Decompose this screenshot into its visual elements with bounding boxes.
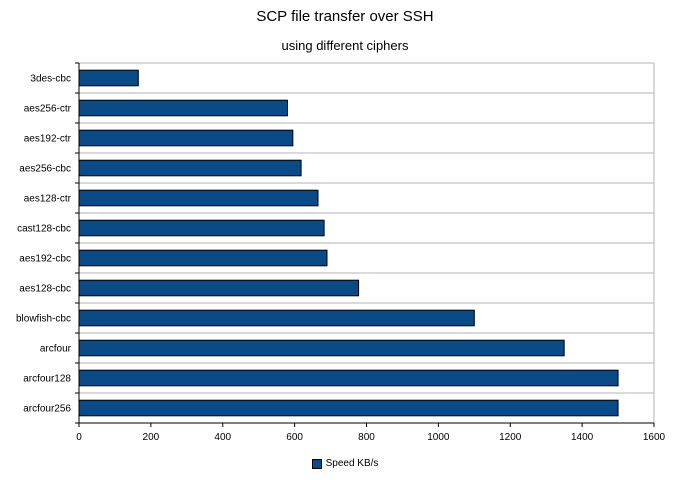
y-tick-label: arcfour128 [23,374,71,385]
axes [75,62,655,427]
chart-subtitle: using different ciphers [281,38,409,53]
bar-blowfish-cbc [78,309,475,327]
y-tick-label: 3des-cbc [30,74,71,85]
y-tick-label: aes256-cbc [19,164,71,175]
y-tick-label: aes128-ctr [24,194,72,205]
x-tick-label: 600 [286,432,303,443]
y-tick-label: cast128-cbc [17,224,71,235]
bar-arcfour256 [78,399,619,417]
x-tick-label: 0 [76,432,82,443]
x-tick-label: 1000 [427,432,450,443]
legend-label: Speed KB/s [325,458,379,469]
bar-aes256-ctr [78,99,288,117]
bar-aes192-cbc [78,249,328,267]
bar-3des-cbc [78,69,139,87]
bar-arcfour [78,339,565,357]
bar-cast128-cbc [78,219,325,237]
legend: Speed KB/s [0,458,690,469]
bar-aes128-ctr [78,189,319,207]
y-tick-label: blowfish-cbc [16,314,71,325]
y-tick-label: aes128-cbc [19,284,71,295]
grid-lines [79,62,655,424]
y-tick-label: aes192-ctr [24,134,72,145]
y-tick-label: aes256-ctr [24,104,72,115]
bar-aes128-cbc [78,279,360,297]
y-tick-label: arcfour [40,344,72,355]
chart-title: SCP file transfer over SSH [256,8,434,25]
x-tick-label: 1600 [643,432,666,443]
tick-labels: 3des-cbc aes256-ctr aes192-ctr aes256-cbc ae… [16,74,666,444]
bar-aes256-cbc [78,159,302,177]
x-tick-label: 200 [143,432,160,443]
x-tick-label: 1400 [571,432,594,443]
x-tick-label: 800 [358,432,375,443]
bar-arcfour128 [78,369,619,387]
y-tick-label: arcfour256 [23,404,71,415]
bar-aes192-ctr [78,129,294,147]
x-tick-label: 400 [214,432,231,443]
bars [78,69,619,417]
x-tick-label: 1200 [499,432,522,443]
y-tick-label: aes192-cbc [19,254,71,265]
legend-swatch [311,458,322,469]
